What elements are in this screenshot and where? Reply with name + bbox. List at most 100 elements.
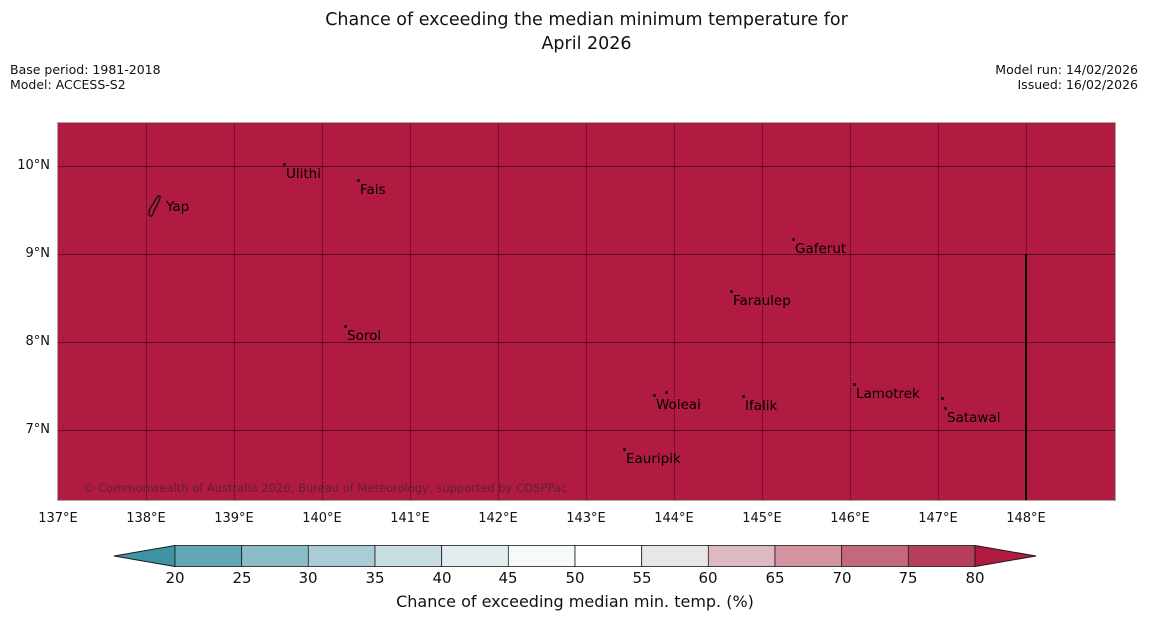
colorbar-tick: 25 [232,569,252,587]
gridline-142e [498,123,499,500]
colorbar-segment [907,545,976,567]
title-line-1: Chance of exceeding the median minimum t… [325,10,848,30]
lat-tick: 7°N [25,422,51,437]
map-panel: Yap Ulithi Fais Sorol Gaferut Faraulep W… [58,123,1115,500]
colorbar-tick: 60 [698,569,718,587]
gridline-145e [762,123,763,500]
small-island-dot [941,397,944,400]
boundary-line-148e [1025,254,1027,500]
island-label-satawal: Satawal [944,407,1001,426]
colorbar-tick: 80 [965,569,985,587]
model-run-text: Model run: 14/02/2026 [995,62,1138,77]
colorbar-tick: 45 [498,569,518,587]
gridline-147e [938,123,939,500]
lon-tick: 139°E [214,511,254,526]
copyright-text: © Commonwealth of Australia 2026, Bureau… [83,481,568,495]
island-name: Lamotrek [856,386,920,402]
lat-tick: 10°N [17,158,50,173]
lon-tick: 141°E [390,511,430,526]
island-label-eauripik: Eauripik [623,448,681,467]
colorbar-tick: 55 [632,569,652,587]
island-name: Sorol [347,328,382,344]
colorbar-tick: 20 [165,569,185,587]
island-dot [283,163,286,166]
gridline-7n [58,430,1115,431]
island-name: Faraulep [733,293,791,309]
lon-tick: 148°E [1006,511,1046,526]
colorbar-segment [774,545,843,567]
island-label-gaferut: Gaferut [792,238,847,257]
lon-tick: 138°E [126,511,166,526]
colorbar-tick: 50 [565,569,585,587]
yap-island-outline [148,195,161,217]
gridline-8n [58,342,1115,343]
island-dot [944,407,947,410]
island-name: Yap [166,199,190,215]
gridline-148e [1026,123,1027,254]
gridline-138e [146,123,147,500]
lat-tick: 9°N [25,246,51,261]
figure-title: Chance of exceeding the median minimum t… [58,8,1115,56]
island-label-lamotrek: Lamotrek [853,383,920,402]
island-label-fais: Fais [357,179,386,198]
colorbar [113,545,1037,568]
island-dot [792,238,795,241]
colorbar-right-arrow [974,545,1037,568]
island-dot [653,394,656,397]
island-label-woleai: Woleai [653,391,701,413]
gridline-139e [234,123,235,500]
issued-text: Issued: 16/02/2026 [1017,77,1139,92]
gridline-146e [850,123,851,500]
island-dot [853,383,856,386]
island-name: Eauripik [626,451,681,467]
colorbar-segment [241,545,309,567]
lon-tick: 142°E [478,511,518,526]
island-label-yap: Yap [148,195,190,217]
island-dot [665,391,668,394]
gridline-10n [58,166,1115,167]
colorbar-tick: 75 [898,569,918,587]
colorbar-tick: 30 [298,569,318,587]
colorbar-segment [841,545,909,567]
gridline-141e [410,123,411,500]
colorbar-tick: 40 [432,569,452,587]
island-label-ulithi: Ulithi [283,163,321,182]
run-info-annotation: Model run: 14/02/2026 Issued: 16/02/2026 [995,62,1138,92]
lon-tick: 143°E [566,511,606,526]
colorbar-segment [641,545,709,567]
model-name-text: Model: ACCESS-S2 [10,77,126,92]
gridline-140e [322,123,323,500]
lon-tick: 140°E [302,511,342,526]
colorbar-segment [174,545,243,567]
colorbar-tick: 70 [832,569,852,587]
gridline-143e [586,123,587,500]
island-label-sorol: Sorol [344,325,382,344]
lon-tick: 145°E [742,511,782,526]
colorbar-left-arrow [113,545,176,568]
colorbar-segment [707,545,776,567]
lat-tick: 8°N [25,334,51,349]
island-name: Gaferut [795,241,847,257]
island-dot [742,395,745,398]
island-label-ifalik: Ifalik [742,395,777,414]
island-dot [344,325,347,328]
colorbar-tick: 65 [765,569,785,587]
colorbar-segment [574,545,643,567]
island-name: Satawal [947,410,1001,426]
colorbar-tick: 35 [365,569,385,587]
base-period-text: Base period: 1981-2018 [10,62,161,77]
model-info-annotation: Base period: 1981-2018 Model: ACCESS-S2 [10,62,161,92]
colorbar-axis-label: Chance of exceeding median min. temp. (%… [396,592,754,611]
colorbar-segment [441,545,509,567]
lon-tick: 144°E [654,511,694,526]
lon-tick: 137°E [38,511,78,526]
colorbar-segment [507,545,576,567]
colorbar-segment [374,545,443,567]
island-name: Ulithi [286,166,321,182]
island-dot [623,448,626,451]
lon-tick: 147°E [918,511,958,526]
gridline-144e [674,123,675,500]
title-line-2: April 2026 [541,34,632,54]
island-dot [730,290,733,293]
